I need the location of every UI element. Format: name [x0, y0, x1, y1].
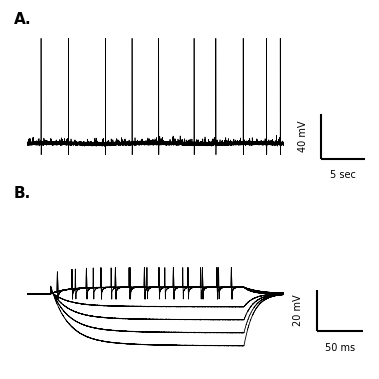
Text: 5 sec: 5 sec [330, 170, 356, 180]
Text: 40 mV: 40 mV [298, 120, 308, 152]
Text: A.: A. [14, 12, 31, 27]
Text: 50 ms: 50 ms [325, 343, 355, 353]
Text: B.: B. [14, 186, 31, 201]
Text: 20 mV: 20 mV [293, 294, 303, 326]
